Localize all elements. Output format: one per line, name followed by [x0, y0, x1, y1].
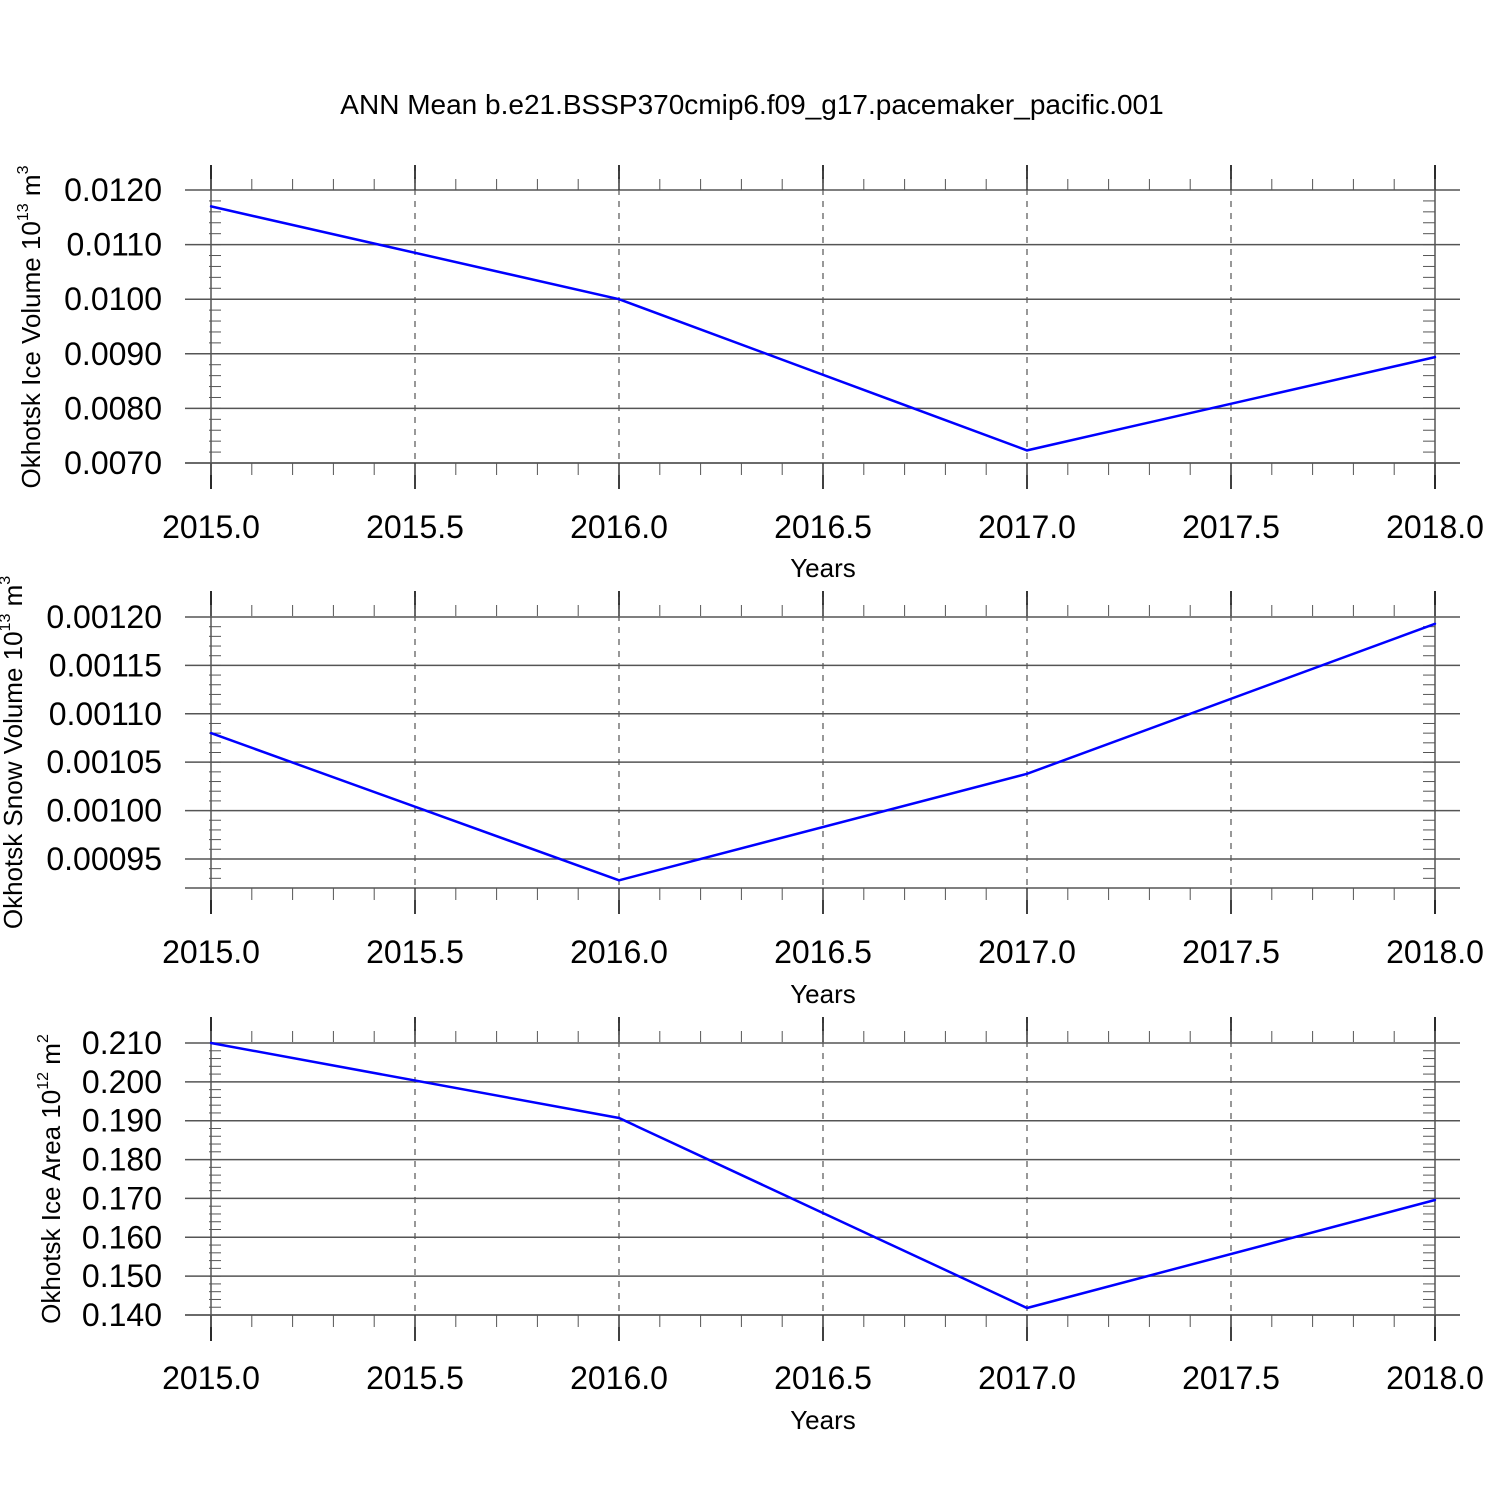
y-tick-label: 0.0120 — [64, 172, 162, 208]
x-tick-label: 2016.5 — [774, 509, 872, 545]
x-tick-label: 2018.0 — [1386, 934, 1484, 970]
x-tick-label: 2018.0 — [1386, 509, 1484, 545]
y-axis-title-exponent: 13 — [15, 203, 32, 221]
y-tick-label: 0.00105 — [46, 744, 162, 780]
data-point — [1433, 355, 1437, 359]
y-tick-label: 0.00115 — [49, 647, 162, 683]
data-point — [1025, 772, 1029, 775]
x-tick-label: 2017.0 — [978, 934, 1076, 970]
x-axis-title: Years — [790, 553, 856, 583]
x-tick-label: 2016.0 — [570, 509, 668, 545]
x-tick-label: 2016.0 — [570, 1360, 668, 1396]
y-axis-title-unit: m — [36, 1043, 66, 1072]
y-axis-title-text: Okhotsk Ice Area 10 — [36, 1090, 66, 1324]
x-tick-label: 2015.5 — [366, 1360, 464, 1396]
y-tick-label: 0.190 — [82, 1103, 162, 1139]
data-point — [209, 1041, 213, 1045]
y-tick-label: 0.00100 — [46, 793, 162, 829]
y-axis-title: Okhotsk Ice Volume 1013 m3 — [15, 165, 46, 488]
y-tick-label: 0.200 — [82, 1064, 162, 1100]
y-tick-label: 0.0110 — [67, 227, 163, 263]
y-axis-title-unit-exponent: 3 — [0, 576, 14, 585]
y-tick-label: 0.0100 — [64, 281, 162, 317]
y-tick-label: 0.0070 — [64, 445, 162, 481]
y-tick-label: 0.00095 — [46, 841, 162, 877]
y-tick-label: 0.160 — [82, 1219, 162, 1255]
series-line — [210, 1041, 1436, 1310]
ice-area-panel: 2015.0 2015.5 2016.0 2016.5 2017.0 2017.5 2018… — [35, 1017, 1484, 1435]
y-axis-title-unit: m — [16, 174, 46, 203]
data-point — [617, 1116, 621, 1120]
y-tick-label: 0.00120 — [46, 599, 162, 635]
y-tick-label: 0.00110 — [49, 696, 162, 732]
y-axis-title: Okhotsk Snow Volume 1013 m3 — [0, 576, 28, 929]
y-axis-title-unit: m — [0, 585, 28, 614]
chart-title: ANN Mean b.e21.BSSP370cmip6.f09_g17.pace… — [340, 89, 1163, 120]
data-point — [1025, 449, 1029, 452]
x-axis-title: Years — [790, 1405, 856, 1435]
x-tick-label: 2015.0 — [162, 509, 260, 545]
y-axis-title-text: Okhotsk Snow Volume 10 — [0, 631, 28, 929]
y-tick-label: 0.210 — [82, 1025, 162, 1061]
data-point — [209, 205, 213, 208]
x-tick-label: 2018.0 — [1386, 1360, 1484, 1396]
data-point — [1433, 1198, 1437, 1202]
x-tick-label: 2016.0 — [570, 934, 668, 970]
y-tick-label: 0.150 — [82, 1258, 162, 1294]
y-tick-label: 0.0080 — [64, 390, 162, 426]
x-tick-label: 2017.5 — [1182, 509, 1280, 545]
data-point — [1433, 622, 1437, 625]
y-tick-label: 0.140 — [82, 1297, 162, 1333]
x-tick-label: 2016.5 — [774, 1360, 872, 1396]
data-point — [617, 298, 621, 301]
y-axis-title: Okhotsk Ice Area 1012 m2 — [35, 1034, 66, 1324]
y-axis-title-unit-exponent: 3 — [15, 165, 32, 174]
y-axis-title-unit-exponent: 2 — [35, 1034, 52, 1043]
x-tick-label: 2017.5 — [1182, 1360, 1280, 1396]
series-line — [210, 622, 1436, 882]
x-tick-label: 2015.5 — [366, 934, 464, 970]
y-axis-title-exponent: 13 — [0, 614, 14, 632]
x-tick-label: 2017.0 — [978, 1360, 1076, 1396]
ice-volume-panel: 2015.0 2015.5 2016.0 2016.5 2017.0 2017.5 2018… — [15, 165, 1484, 583]
x-tick-label: 2016.5 — [774, 934, 872, 970]
x-tick-label: 2017.5 — [1182, 934, 1280, 970]
series-line — [210, 205, 1436, 452]
y-axis-title-exponent: 12 — [35, 1072, 52, 1090]
y-tick-label: 0.170 — [82, 1180, 162, 1216]
x-tick-label: 2015.0 — [162, 1360, 260, 1396]
x-axis-title: Years — [790, 979, 856, 1009]
x-tick-label: 2015.5 — [366, 509, 464, 545]
y-tick-label: 0.180 — [82, 1142, 162, 1178]
data-point — [617, 879, 621, 882]
y-axis-title-text: Okhotsk Ice Volume 10 — [16, 221, 46, 488]
x-tick-label: 2017.0 — [978, 509, 1076, 545]
x-tick-label: 2015.0 — [162, 934, 260, 970]
data-point — [209, 731, 213, 735]
data-point — [1025, 1306, 1029, 1310]
y-tick-label: 0.0090 — [64, 336, 162, 372]
snow-volume-panel: 2015.0 2015.5 2016.0 2016.5 2017.0 2017.5 2018… — [0, 576, 1484, 1009]
